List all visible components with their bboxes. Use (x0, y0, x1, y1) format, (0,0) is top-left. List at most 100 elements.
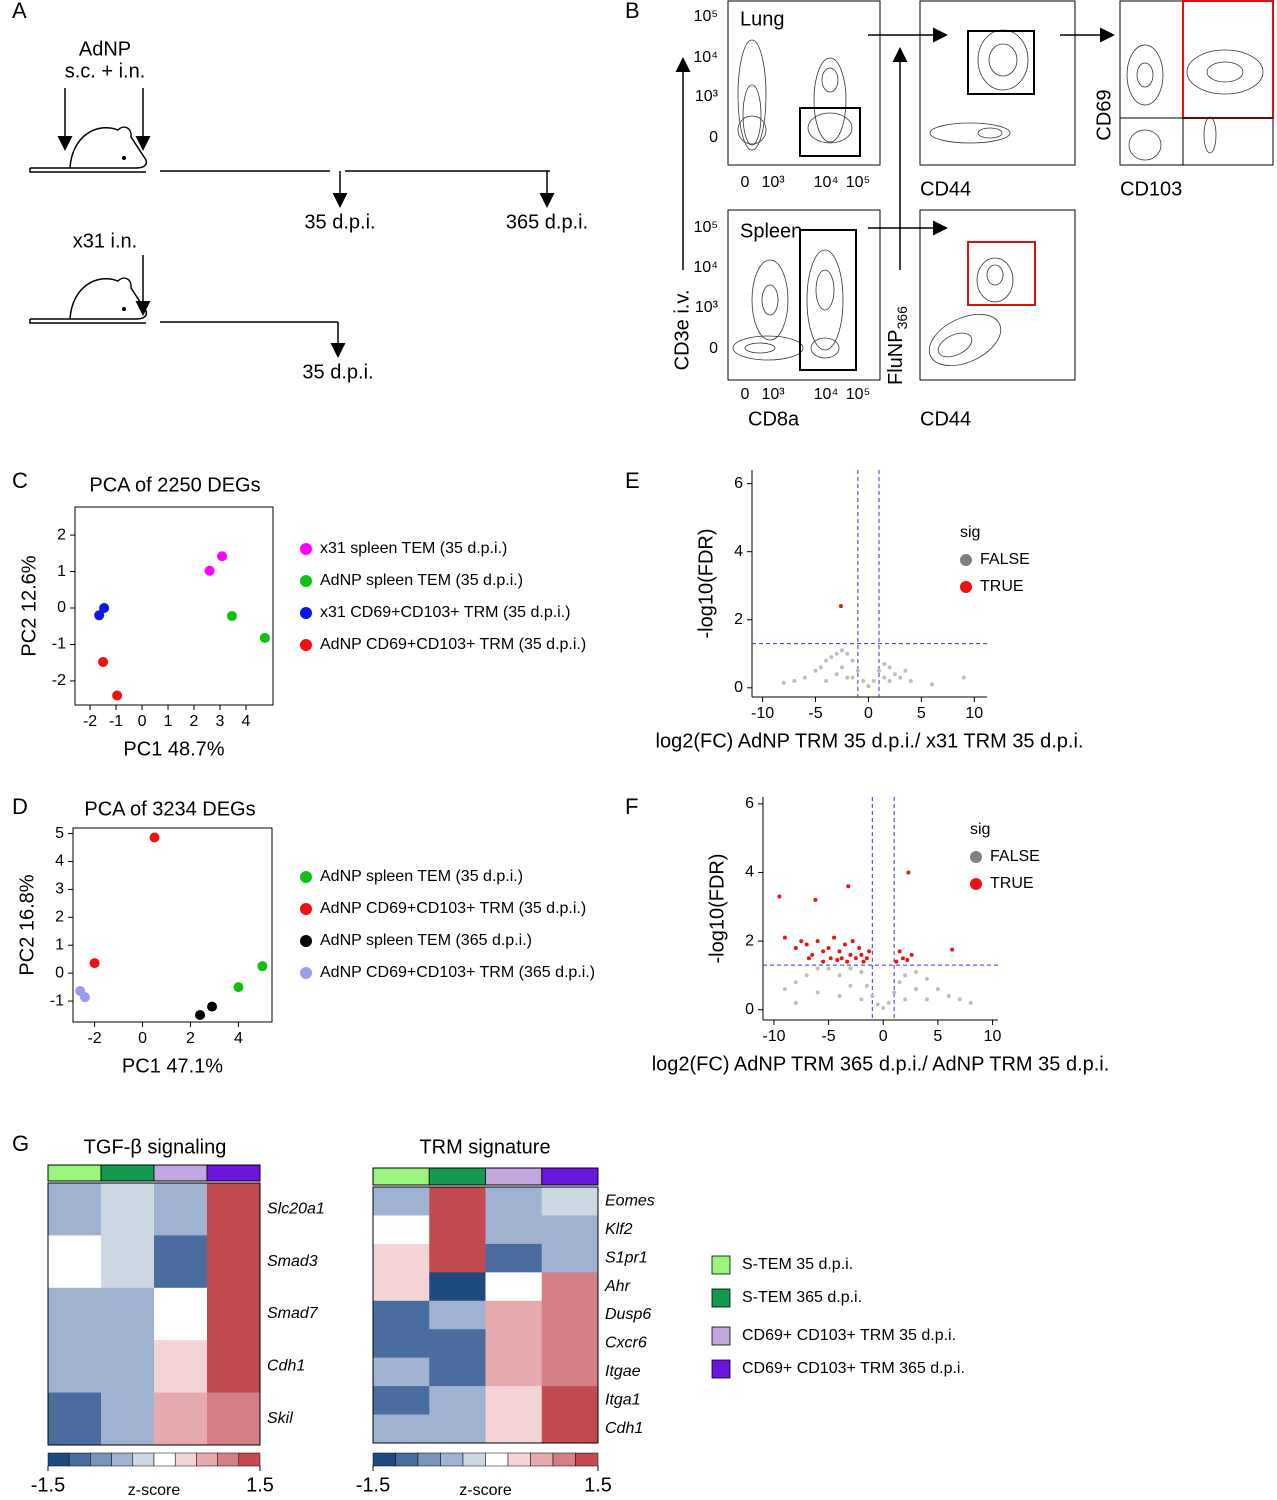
heatmap-cell (48, 1235, 102, 1289)
point (799, 939, 804, 944)
y-axis-label: -log10(FDR) (695, 528, 717, 638)
flow-plot (727, 209, 881, 381)
legend-label: AdNP CD69+CD103+ TRM (35 d.p.i.) (320, 900, 586, 917)
point (195, 1010, 206, 1021)
point (813, 668, 818, 673)
heatmap-cell (207, 1392, 261, 1446)
y-axis-label: -log10(FDR) (706, 853, 728, 963)
heatmap-cell (101, 1235, 155, 1289)
point (804, 973, 809, 978)
timepoint: 35 d.p.i. (304, 211, 375, 233)
point (914, 969, 919, 974)
heatmap-cell (541, 1386, 599, 1416)
point (887, 679, 892, 684)
heatmap-cell (541, 1215, 599, 1245)
flow-tick-label: 10⁵ (694, 8, 718, 25)
point (850, 675, 855, 680)
point (826, 966, 831, 971)
point (813, 897, 818, 902)
heatmap-cell (48, 1340, 102, 1394)
column-annotation (206, 1164, 261, 1182)
heatmap-cell (154, 1392, 208, 1446)
x-tick-label: 2 (186, 1030, 195, 1047)
point (832, 935, 837, 940)
point (968, 1000, 973, 1005)
point (898, 675, 903, 680)
legend-label: TRUE (980, 578, 1024, 595)
gate (967, 30, 1035, 95)
colorbar-swatch (530, 1452, 554, 1467)
point (897, 949, 902, 954)
chart-title: TRM signature (419, 1136, 550, 1158)
x-tick-label: 3 (216, 713, 225, 730)
point (882, 675, 887, 680)
legend-marker (960, 554, 972, 566)
point (257, 961, 268, 972)
x-tick-label: 0 (864, 705, 873, 722)
panel-label: C (12, 468, 28, 493)
colorbar-swatch (575, 1452, 599, 1467)
legend-label: S-TEM 365 d.p.i. (742, 1289, 862, 1306)
point (850, 939, 855, 944)
colorbar-swatch (395, 1452, 419, 1467)
legend-swatch (711, 1359, 731, 1379)
legend-label: x31 spleen TEM (35 d.p.i.) (320, 540, 507, 557)
heatmap-cell (101, 1392, 155, 1446)
point (882, 661, 887, 666)
x-tick-label: -2 (83, 713, 97, 730)
point (259, 632, 270, 643)
point (924, 997, 929, 1002)
point (826, 945, 831, 950)
point (818, 665, 823, 670)
legend-label: x31 CD69+CD103+ TRM (35 d.p.i.) (320, 604, 570, 621)
point (903, 668, 908, 673)
colorbar-swatch (485, 1452, 509, 1467)
colorbar-swatch (111, 1452, 134, 1467)
colorbar-swatch (47, 1452, 70, 1467)
heatmap-cell (48, 1287, 102, 1341)
timepoint: 35 d.p.i. (302, 361, 373, 383)
flow-tick-label: 10³ (695, 88, 719, 105)
heatmap-cell (485, 1414, 543, 1444)
axis-label: CD8a (748, 408, 800, 430)
flow-tick-label: 10⁴ (814, 174, 839, 191)
point (837, 993, 842, 998)
heatmap-cell (541, 1329, 599, 1359)
point (881, 1005, 886, 1010)
point (810, 952, 815, 957)
x-tick-label: 5 (917, 705, 926, 722)
point (149, 832, 160, 843)
y-tick-label: 2 (745, 932, 754, 949)
heatmap-cell (485, 1300, 543, 1330)
y-tick-label: 2 (734, 611, 743, 628)
point (864, 956, 869, 961)
plot-frame (72, 827, 273, 1023)
flow-tick-label: 10⁵ (694, 219, 718, 236)
colorbar-swatch (153, 1452, 176, 1467)
heatmap-cell (485, 1386, 543, 1416)
column-annotation (541, 1167, 599, 1186)
column-annotation (100, 1164, 155, 1182)
gate (967, 241, 1036, 306)
legend-marker (960, 581, 972, 593)
flow-plot (1119, 0, 1274, 166)
contours (732, 29, 1264, 367)
gate (1182, 0, 1274, 119)
point (859, 952, 864, 957)
label: s.c. + i.n. (65, 60, 146, 82)
chart-title: PCA of 2250 DEGs (89, 474, 260, 496)
heatmap-cell (485, 1215, 543, 1245)
point (853, 956, 858, 961)
heatmap-cell (373, 1215, 430, 1245)
x-tick-label: 4 (234, 1030, 243, 1047)
point (217, 551, 228, 562)
legend-marker (970, 851, 982, 863)
point (887, 665, 892, 670)
colorbar-swatch (132, 1452, 155, 1467)
point (957, 997, 962, 1002)
chart-title: PCA of 3234 DEGs (84, 798, 255, 820)
heatmap-cell (373, 1300, 430, 1330)
point (848, 983, 853, 988)
heatmap-cell (485, 1187, 543, 1216)
